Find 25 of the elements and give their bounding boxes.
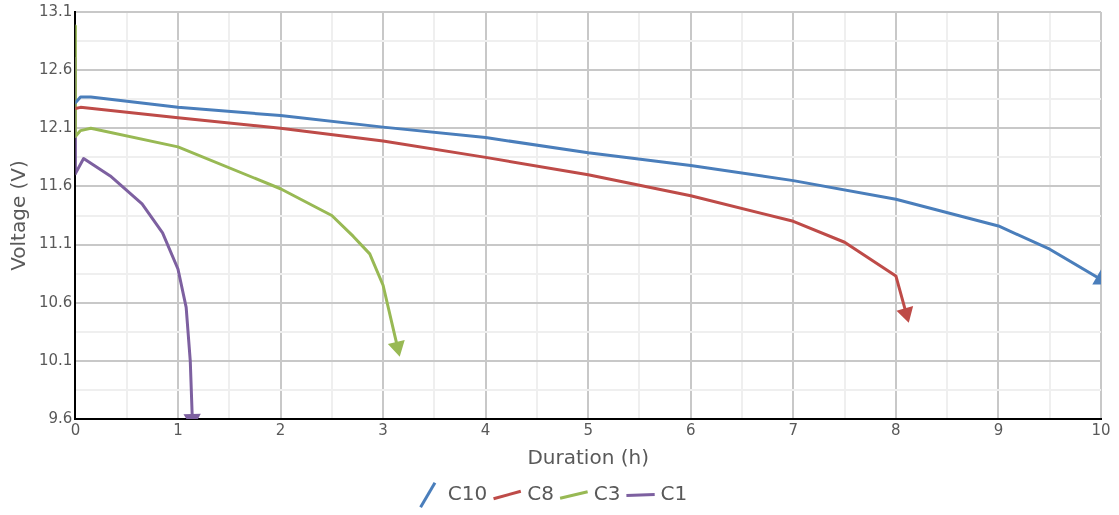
y-tick-label: 10.1: [38, 350, 73, 369]
x-tick-label: 9: [993, 420, 1004, 439]
y-tick-label: 12.1: [38, 118, 73, 137]
x-tick-label: 8: [891, 420, 901, 439]
x-tick-label: 6: [685, 420, 696, 439]
legend-label: C8: [527, 481, 554, 506]
x-tick-label: 7: [788, 420, 799, 439]
y-tick-label: 12.6: [38, 60, 73, 79]
y-tick-label: 11.6: [38, 176, 73, 195]
legend-label: C1: [660, 481, 688, 506]
x-tick-label: 10: [1091, 420, 1111, 439]
x-axis-title: Duration (h): [527, 445, 649, 470]
legend-label: C10: [447, 481, 488, 506]
x-tick-label: 3: [378, 420, 388, 439]
y-tick-label: 13.1: [38, 1, 73, 20]
x-tick-label: 0: [70, 420, 81, 439]
legend-label: C3: [593, 481, 621, 506]
y-tick-label: 11.1: [38, 234, 73, 253]
x-tick-label: 1: [173, 420, 183, 439]
x-tick-label: 4: [480, 420, 491, 439]
y-tick-label: 10.6: [38, 292, 73, 311]
y-tick-label: 9.6: [48, 408, 73, 427]
x-tick-label: 2: [275, 420, 286, 439]
y-axis-title: Voltage (V): [6, 160, 31, 271]
x-tick-label: 5: [583, 420, 593, 439]
